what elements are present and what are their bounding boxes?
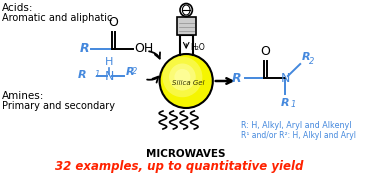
- FancyArrowPatch shape: [149, 51, 160, 58]
- Text: R: R: [302, 52, 311, 62]
- Ellipse shape: [160, 54, 213, 108]
- Text: N: N: [280, 71, 290, 85]
- Text: 2: 2: [132, 67, 138, 76]
- Text: 1: 1: [291, 100, 296, 109]
- Text: R: R: [78, 70, 87, 80]
- Text: R: H, Alkyl, Aryl and Alkenyl: R: H, Alkyl, Aryl and Alkenyl: [241, 121, 352, 130]
- Text: MICROWAVES: MICROWAVES: [146, 149, 226, 159]
- FancyArrowPatch shape: [147, 77, 158, 83]
- Ellipse shape: [163, 57, 202, 97]
- Text: R: R: [80, 43, 89, 56]
- Text: O: O: [108, 16, 118, 29]
- Text: 1: 1: [95, 70, 101, 79]
- Text: R: R: [125, 67, 134, 77]
- Text: Acids:: Acids:: [2, 3, 33, 13]
- Text: OH: OH: [134, 43, 153, 56]
- Text: Amines:: Amines:: [2, 91, 44, 101]
- Text: O: O: [260, 45, 271, 58]
- Bar: [177, 17, 196, 35]
- Text: Primary and secondary: Primary and secondary: [2, 101, 115, 111]
- Ellipse shape: [174, 69, 191, 85]
- Text: N: N: [105, 70, 114, 83]
- Text: Silica Gel: Silica Gel: [172, 80, 204, 86]
- Text: R: R: [232, 71, 241, 85]
- Text: H: H: [105, 57, 113, 67]
- Text: 32 examples, up to quantitative yield: 32 examples, up to quantitative yield: [55, 160, 304, 173]
- Text: R¹ and/or R²: H, Alkyl and Aryl: R¹ and/or R²: H, Alkyl and Aryl: [241, 131, 356, 140]
- Text: Aromatic and aliphatic: Aromatic and aliphatic: [2, 13, 112, 23]
- Ellipse shape: [169, 64, 196, 90]
- Text: 2: 2: [309, 57, 314, 66]
- Text: H₂O: H₂O: [190, 43, 205, 52]
- Circle shape: [180, 3, 192, 16]
- Text: R: R: [281, 98, 289, 108]
